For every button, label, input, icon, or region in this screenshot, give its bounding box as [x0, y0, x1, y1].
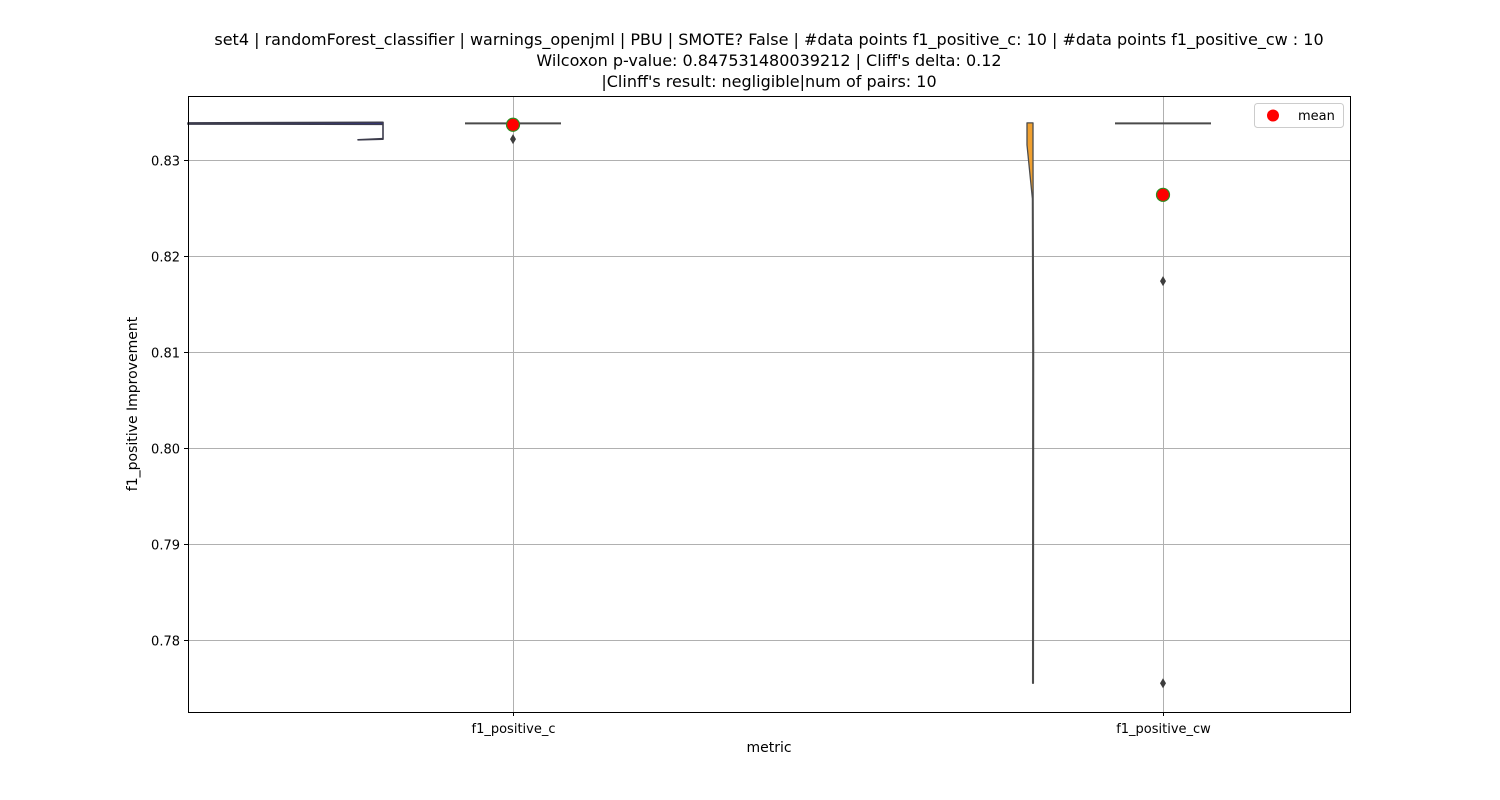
legend-mean-label: mean	[1298, 109, 1335, 124]
legend: mean	[1254, 103, 1344, 128]
x-tick-label: f1_positive_cw	[1116, 722, 1211, 737]
y-tick-label: 0.81	[151, 347, 180, 362]
violin-f1_positive_cw	[1026, 122, 1035, 684]
plot-frame	[188, 96, 1351, 713]
outlier-point	[1160, 276, 1166, 287]
y-tick-label: 0.83	[151, 155, 180, 170]
y-tick-label: 0.79	[151, 539, 180, 554]
chart-title-line-3: |Clinff's result: negligible|num of pair…	[601, 72, 937, 91]
grid-layer	[188, 96, 1350, 712]
marker-layer	[505, 117, 1171, 689]
legend-mean-marker	[1267, 109, 1279, 122]
y-tick-label: 0.78	[151, 635, 180, 650]
chart-title-line-1: set4 | randomForest_classifier | warning…	[214, 30, 1324, 49]
outlier-point	[510, 134, 516, 145]
violin-f1_positive_c	[187, 121, 384, 141]
mean-point	[1155, 187, 1171, 202]
outlier-point	[1160, 678, 1166, 689]
legend-box	[1254, 103, 1344, 128]
x-tick-label: f1_positive_c	[472, 722, 556, 737]
axis-layer: 0.78 0.79 0.80 0.81 0.82 0.83 f1_positive_c f1_…	[151, 155, 1211, 738]
chart-title-line-2: Wilcoxon p-value: 0.847531480039212 | Cl…	[536, 51, 1002, 70]
y-tick-label: 0.82	[151, 251, 180, 266]
x-axis-label: metric	[746, 740, 791, 756]
mean-point	[505, 117, 521, 132]
y-axis-label: f1_positive Improvement	[125, 316, 141, 491]
y-tick-label: 0.80	[151, 443, 180, 458]
violin-layer	[187, 121, 1035, 684]
